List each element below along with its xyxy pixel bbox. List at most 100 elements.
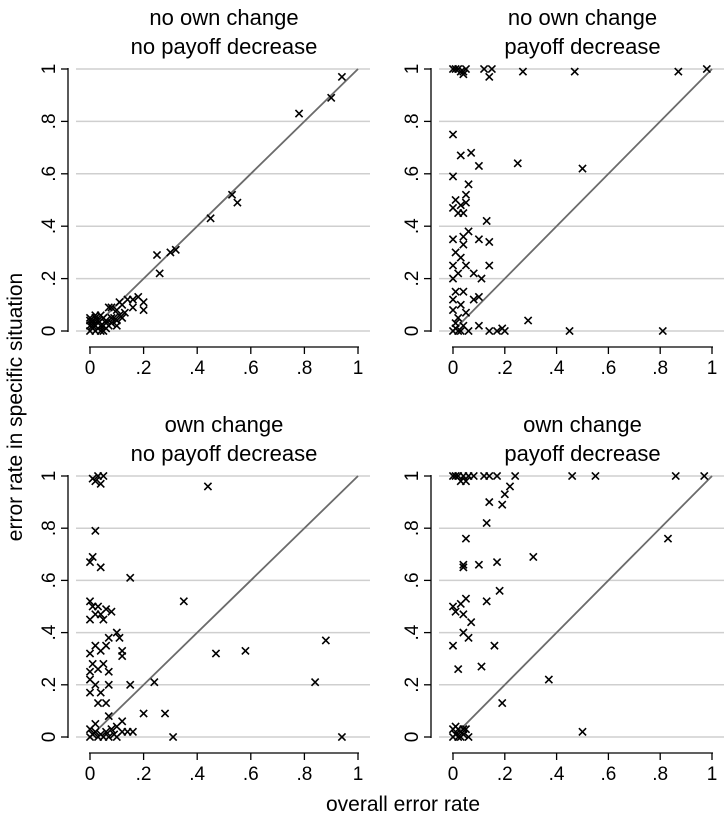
x-tick-label: .8 (296, 358, 312, 379)
y-tick-label: 1 (39, 471, 60, 482)
data-point (457, 600, 464, 607)
data-point (457, 254, 464, 261)
data-point (483, 519, 490, 526)
x-tick-label: .2 (497, 764, 513, 785)
data-point (338, 73, 345, 80)
x-tick-label: .4 (189, 358, 205, 379)
x-tick-label: .2 (136, 764, 152, 785)
data-point (119, 652, 126, 659)
x-tick-label: .8 (652, 358, 668, 379)
scatter-panel-4: own change payoff decrease 0 .2 .4 .6 .8 1 0 .2 .4… (402, 412, 724, 785)
data-point (452, 723, 459, 730)
data-point (475, 162, 482, 169)
data-point (86, 650, 93, 657)
x-tick-label: 0 (448, 358, 459, 379)
data-point (470, 270, 477, 277)
data-point (207, 215, 214, 222)
y-tick-label: .6 (402, 572, 423, 588)
panel-title-line: no own change (149, 5, 298, 30)
data-point (234, 199, 241, 206)
data-point (100, 660, 107, 667)
data-point (105, 668, 112, 675)
data-point (486, 238, 493, 245)
data-point (452, 196, 459, 203)
data-point (449, 306, 456, 313)
data-point (514, 160, 521, 167)
y-axis-title: error rate in specific situation (4, 273, 27, 541)
data-point (449, 296, 456, 303)
data-point (478, 663, 485, 670)
x-tick-label: .2 (497, 358, 513, 379)
y-tick-label: .2 (39, 271, 60, 287)
data-point (295, 110, 302, 117)
data-point (97, 689, 104, 696)
data-point (86, 689, 93, 696)
data-point (129, 304, 136, 311)
data-point (475, 561, 482, 568)
panel-title-line: no payoff decrease (131, 34, 318, 59)
x-tick-label: 1 (353, 358, 364, 379)
data-point (465, 228, 472, 235)
data-point (491, 642, 498, 649)
data-point (322, 637, 329, 644)
diagonal-reference-line (90, 476, 358, 737)
y-tick-label: .2 (402, 271, 423, 287)
data-point (449, 131, 456, 138)
y-tick-label: .8 (39, 520, 60, 536)
data-point (468, 149, 475, 156)
data-point (462, 309, 469, 316)
panel-title-line: payoff decrease (504, 441, 660, 466)
y-tick-label: 0 (402, 326, 423, 337)
data-point (94, 603, 101, 610)
y-tick-label: 1 (402, 64, 423, 75)
panel-title-line: own change (523, 412, 642, 437)
panel-title-line: own change (165, 412, 284, 437)
data-point (462, 535, 469, 542)
data-point (97, 564, 104, 571)
y-tick-label: .6 (39, 572, 60, 588)
y-tick-label: 0 (39, 326, 60, 337)
data-point (116, 299, 123, 306)
data-point (86, 616, 93, 623)
data-point (212, 650, 219, 657)
x-tick-label: 1 (707, 358, 718, 379)
data-point (496, 587, 503, 594)
data-point (180, 598, 187, 605)
data-point (664, 535, 671, 542)
panel-title-line: no own change (508, 5, 657, 30)
data-point (449, 262, 456, 269)
data-point (465, 634, 472, 641)
data-point (460, 288, 467, 295)
y-tick-label: .8 (402, 113, 423, 129)
data-point (475, 236, 482, 243)
x-tick-label: .2 (136, 358, 152, 379)
data-point (525, 317, 532, 324)
data-point (204, 483, 211, 490)
data-point (140, 710, 147, 717)
data-point (579, 728, 586, 735)
data-point (94, 699, 101, 706)
x-tick-label: 1 (707, 764, 718, 785)
data-point (460, 210, 467, 217)
data-point (499, 501, 506, 508)
data-point (455, 666, 462, 673)
x-tick-label: .4 (549, 764, 565, 785)
y-tick-label: .2 (402, 677, 423, 693)
y-tick-label: .4 (402, 218, 423, 234)
data-point (486, 262, 493, 269)
y-tick-label: .4 (39, 218, 60, 234)
y-tick-label: .6 (39, 166, 60, 182)
diagonal-reference-line (453, 476, 712, 737)
x-tick-label: .4 (549, 358, 565, 379)
data-point (530, 553, 537, 560)
data-point (486, 73, 493, 80)
data-point (105, 634, 112, 641)
diagonal-reference-line (453, 69, 712, 331)
x-tick-label: .6 (243, 764, 259, 785)
x-tick-label: .8 (652, 764, 668, 785)
data-point (161, 710, 168, 717)
x-tick-label: 0 (85, 358, 96, 379)
data-point (468, 619, 475, 626)
data-point (579, 165, 586, 172)
